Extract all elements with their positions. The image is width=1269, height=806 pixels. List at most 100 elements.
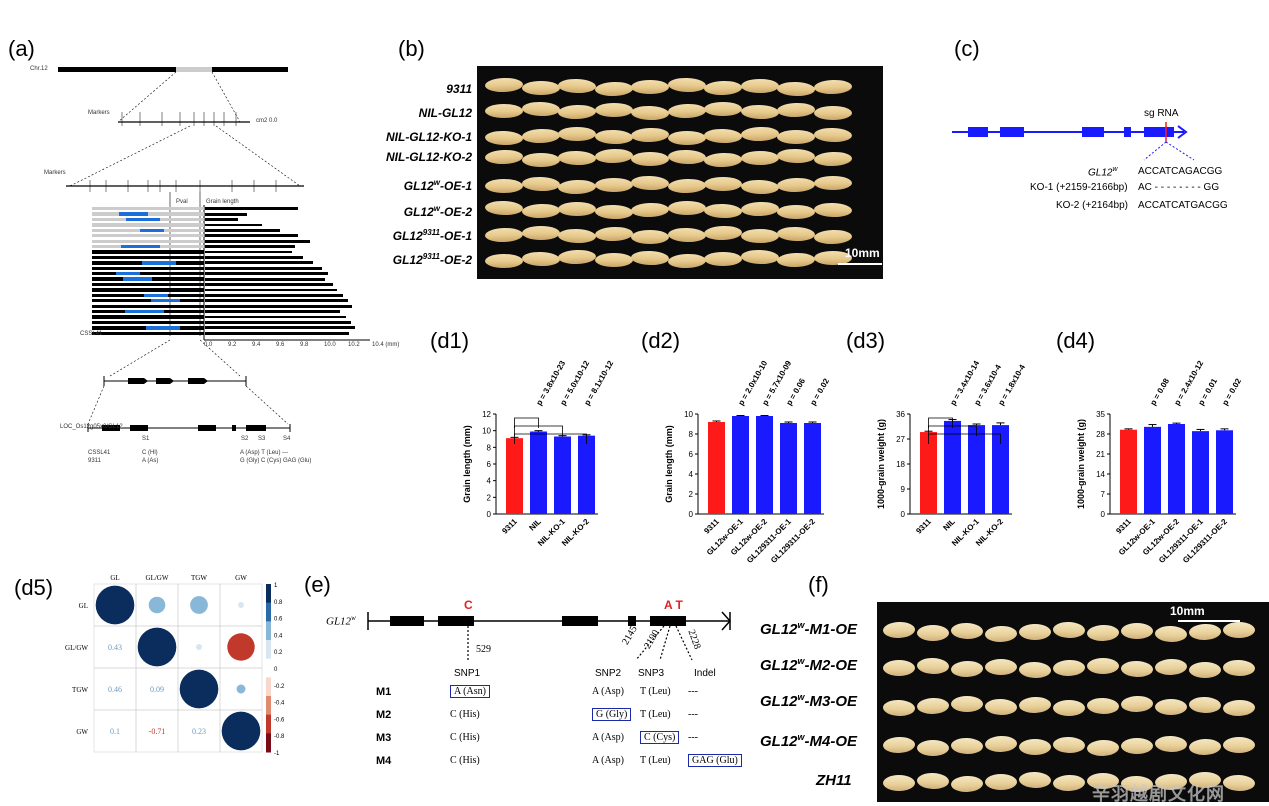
panel-label-e: (e) — [304, 572, 331, 597]
mutant-name: M4 — [376, 755, 392, 767]
colorbar-tick-label: -0.4 — [274, 701, 285, 707]
ko2-label: KO-2 (+2164bp) — [1056, 200, 1128, 211]
rice-grain — [1188, 738, 1222, 756]
rice-grain — [1189, 772, 1221, 788]
rice-grain — [776, 252, 816, 268]
grain-length-bar — [205, 277, 325, 281]
rice-grain — [667, 253, 706, 269]
indel-cell: --- — [688, 686, 698, 697]
scale-bar-b — [838, 263, 882, 265]
correlation-value: 0.23 — [192, 727, 206, 736]
row-label-m1: GL12w-M1-OE — [760, 620, 858, 638]
rice-grain — [521, 203, 560, 219]
rice-grain — [882, 736, 916, 754]
y-tick-label: 2 — [689, 490, 694, 499]
rice-grain — [776, 226, 816, 242]
rice-grain — [813, 251, 852, 265]
correlation-circle — [148, 596, 166, 614]
rice-grain — [704, 102, 742, 116]
header-indel: Indel — [694, 668, 716, 679]
row-label-9311-oe-1: GL129311-OE-1 — [392, 228, 472, 243]
genotype-row — [92, 320, 204, 325]
rice-grain — [667, 77, 706, 93]
rice-grain — [667, 227, 706, 243]
comparison-bracket — [928, 433, 1001, 444]
rice-grain — [985, 774, 1017, 790]
rice-grain — [776, 81, 816, 97]
rice-grain — [1188, 696, 1222, 714]
genotype-row — [92, 234, 204, 238]
scale-label: cm2 0.0 — [256, 118, 278, 124]
comparison-bracket — [928, 417, 953, 428]
genotype-row — [92, 255, 204, 260]
rice-grain — [484, 77, 524, 93]
snp2-cell: G (Gly) — [592, 708, 632, 721]
rice-grain — [630, 250, 670, 266]
indel-cell: GAG (Glu) — [688, 754, 742, 767]
genotype-row — [92, 239, 204, 243]
axis-tick-label: 10.0 — [324, 342, 336, 348]
colorbar-tick-label: 1 — [274, 583, 278, 589]
rice-grain — [594, 253, 633, 267]
rice-grain — [882, 699, 916, 717]
allele-right-1: A (Asp) T (Leu) --- — [240, 450, 289, 456]
mutant-name: M2 — [376, 709, 392, 721]
y-tick-label: 0 — [901, 510, 906, 519]
heatmap-col-label: GL — [110, 574, 119, 582]
snp1-cell: C (His) — [450, 755, 480, 766]
genotype-row — [92, 315, 204, 319]
correlation-circle — [190, 596, 208, 614]
y-tick-label: 14 — [1096, 470, 1105, 479]
rice-grain — [1019, 739, 1051, 755]
rice-grain — [631, 230, 669, 244]
bar — [732, 416, 749, 514]
rice-grain — [558, 202, 596, 216]
rice-grain — [703, 203, 743, 219]
rice-grain — [631, 152, 669, 166]
panel-a: Chr.12 Markers cm2 0.0 Markers Pval Grai… — [0, 0, 400, 480]
rice-grain — [1222, 774, 1256, 792]
rice-grain — [950, 737, 984, 755]
correlation-circle — [236, 684, 246, 694]
bar — [1216, 430, 1233, 514]
bar — [1192, 431, 1209, 514]
grain-length-bar — [205, 272, 328, 276]
rice-grain — [984, 698, 1018, 716]
gene-id-label: LOC_Os12g05x0/GL12 — [60, 424, 123, 430]
rice-grain — [484, 200, 524, 216]
y-tick-label: 4 — [487, 477, 492, 486]
rice-grain — [916, 772, 950, 790]
snp-c-marker: C — [464, 598, 473, 612]
row-label-nil-ko-2: NIL-GL12-KO-2 — [385, 150, 472, 164]
rice-grain — [1223, 737, 1255, 753]
snp3-cell: T (Leu) — [640, 709, 671, 720]
y-tick-label: 10 — [482, 427, 491, 436]
rice-grain — [776, 148, 816, 164]
rice-grain — [557, 249, 597, 265]
y-tick-label: 4 — [689, 470, 694, 479]
genotype-row — [92, 299, 204, 303]
gene-structure-c — [952, 122, 1195, 161]
snp1-cell: A (Asn) — [450, 685, 490, 698]
correlation-circle — [95, 585, 135, 625]
y-tick-label: 35 — [1096, 410, 1105, 419]
genotype-segment — [151, 299, 180, 303]
rice-grain — [630, 175, 670, 191]
rice-grain — [557, 150, 597, 166]
rice-grain — [630, 202, 670, 218]
panel-label-d4: (d4) — [1056, 328, 1096, 353]
bar — [506, 438, 523, 514]
allele-a: A (As) — [142, 458, 159, 464]
axis-tick-label: 0.0 — [204, 342, 213, 348]
rice-grain — [1086, 624, 1120, 642]
colorbar-segment — [266, 621, 271, 641]
y-tick-label: 6 — [689, 450, 694, 459]
csslr-row-label: CSSL41 — [80, 331, 103, 337]
rice-grain — [813, 151, 852, 167]
header-snp1: SNP1 — [454, 668, 481, 679]
y-tick-label: 8 — [689, 430, 694, 439]
correlation-value: 0.43 — [108, 643, 122, 652]
pval-label: Pval — [176, 199, 188, 205]
panel-e: GL12w C A T 529 2145 2190 2228 SNP1 SNP2… — [320, 590, 760, 775]
